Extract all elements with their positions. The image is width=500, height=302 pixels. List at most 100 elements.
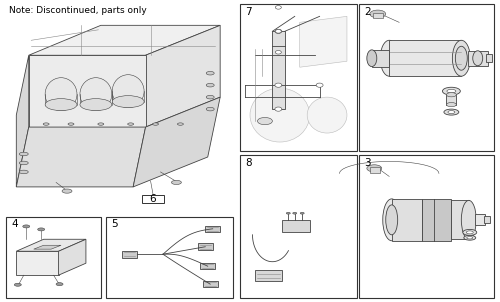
Ellipse shape <box>80 78 112 111</box>
Ellipse shape <box>300 212 304 214</box>
Bar <box>282 220 310 232</box>
Bar <box>474 214 484 225</box>
Polygon shape <box>58 239 86 275</box>
Bar <box>360 156 494 297</box>
Polygon shape <box>272 31 285 109</box>
Polygon shape <box>146 25 220 127</box>
Bar <box>240 5 357 151</box>
Ellipse shape <box>152 123 158 125</box>
Bar <box>484 216 490 223</box>
Ellipse shape <box>275 29 282 34</box>
Bar <box>360 5 494 151</box>
Bar <box>255 270 282 281</box>
Bar <box>452 200 469 239</box>
Bar <box>206 226 220 232</box>
Polygon shape <box>133 97 220 187</box>
Polygon shape <box>16 239 86 251</box>
Ellipse shape <box>467 236 473 239</box>
Ellipse shape <box>276 5 281 9</box>
Bar <box>389 40 462 76</box>
Ellipse shape <box>206 71 214 75</box>
Ellipse shape <box>20 161 28 165</box>
Bar <box>486 54 492 62</box>
Bar <box>392 199 422 241</box>
Text: 5: 5 <box>111 219 117 229</box>
Bar <box>372 50 389 67</box>
Ellipse shape <box>206 107 214 111</box>
Ellipse shape <box>80 99 112 111</box>
Ellipse shape <box>380 40 398 76</box>
Ellipse shape <box>276 50 281 54</box>
Ellipse shape <box>466 231 473 234</box>
Bar <box>203 281 218 288</box>
Ellipse shape <box>206 95 214 99</box>
Bar <box>446 95 456 104</box>
Ellipse shape <box>45 78 77 111</box>
Ellipse shape <box>128 123 134 125</box>
Bar <box>240 156 357 297</box>
Ellipse shape <box>444 109 459 115</box>
Text: 7: 7 <box>245 7 252 17</box>
Ellipse shape <box>14 283 21 286</box>
Ellipse shape <box>383 199 400 241</box>
Ellipse shape <box>316 83 323 87</box>
Text: 8: 8 <box>245 158 252 168</box>
Text: 6: 6 <box>150 194 156 204</box>
Ellipse shape <box>45 99 77 111</box>
Text: 2: 2 <box>364 7 371 17</box>
Text: Note: Discontinued, parts only: Note: Discontinued, parts only <box>9 6 146 15</box>
Ellipse shape <box>442 87 460 95</box>
Ellipse shape <box>447 89 456 93</box>
Bar <box>106 217 232 297</box>
Ellipse shape <box>275 83 282 87</box>
Ellipse shape <box>20 152 28 156</box>
Bar <box>422 199 452 241</box>
Ellipse shape <box>62 189 72 193</box>
Ellipse shape <box>68 123 74 125</box>
Ellipse shape <box>98 123 104 125</box>
Polygon shape <box>300 16 347 67</box>
Polygon shape <box>16 55 28 187</box>
Bar <box>6 217 101 297</box>
Ellipse shape <box>446 93 456 97</box>
Ellipse shape <box>473 51 482 66</box>
Bar <box>198 243 212 250</box>
Ellipse shape <box>178 123 184 125</box>
Ellipse shape <box>386 205 398 235</box>
Ellipse shape <box>367 165 382 172</box>
Bar <box>142 195 164 203</box>
Ellipse shape <box>293 212 296 214</box>
Ellipse shape <box>56 283 63 286</box>
Ellipse shape <box>452 40 470 76</box>
Text: 3: 3 <box>364 158 371 168</box>
Ellipse shape <box>370 10 386 18</box>
Ellipse shape <box>463 230 476 235</box>
Ellipse shape <box>286 212 290 214</box>
Ellipse shape <box>38 228 44 231</box>
Ellipse shape <box>456 46 468 70</box>
Ellipse shape <box>206 83 214 87</box>
Ellipse shape <box>448 111 455 114</box>
Polygon shape <box>16 127 146 187</box>
Bar <box>370 167 380 173</box>
Ellipse shape <box>464 235 475 240</box>
Bar <box>200 263 215 269</box>
Ellipse shape <box>43 123 49 125</box>
Ellipse shape <box>112 96 144 108</box>
Text: 4: 4 <box>12 219 18 229</box>
Ellipse shape <box>276 30 281 33</box>
Ellipse shape <box>20 170 28 174</box>
Polygon shape <box>16 251 58 275</box>
Ellipse shape <box>307 97 347 133</box>
Bar <box>468 51 487 66</box>
Polygon shape <box>28 55 146 127</box>
Ellipse shape <box>367 50 377 67</box>
Ellipse shape <box>172 180 181 185</box>
Bar <box>122 251 137 258</box>
Ellipse shape <box>275 107 282 111</box>
Ellipse shape <box>23 225 30 228</box>
Ellipse shape <box>112 75 144 108</box>
Ellipse shape <box>258 117 272 125</box>
Ellipse shape <box>250 88 310 142</box>
Bar <box>374 13 384 18</box>
